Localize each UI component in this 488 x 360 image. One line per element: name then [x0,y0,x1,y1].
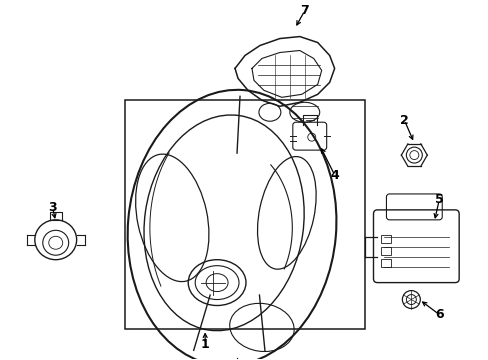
Text: 2: 2 [399,114,408,127]
Bar [381,259,390,267]
Text: 7: 7 [300,4,308,17]
Text: 3: 3 [48,201,57,215]
Text: 4: 4 [329,168,338,181]
Text: 5: 5 [434,193,443,206]
Bar [125,100,364,329]
Bar [381,235,390,243]
Text: 6: 6 [434,308,443,321]
Text: 1: 1 [201,338,209,351]
Bar [381,247,390,255]
